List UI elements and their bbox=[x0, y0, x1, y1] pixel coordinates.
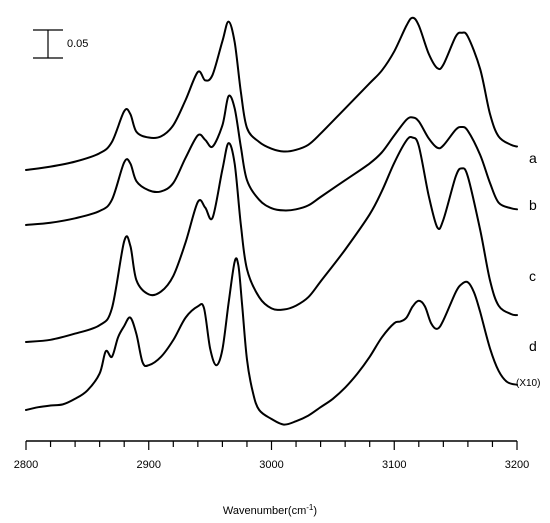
series-line-a bbox=[25, 16, 518, 171]
x-tick-label: 2900 bbox=[137, 459, 161, 471]
series-labels: a b c d bbox=[529, 150, 537, 354]
series-label-b: b bbox=[529, 197, 537, 213]
x-axis: 2800 2900 3000 3100 3200 bbox=[14, 440, 529, 471]
series-line-b bbox=[25, 94, 518, 226]
series-label-d: d bbox=[529, 338, 537, 354]
x-tick-label: 3100 bbox=[382, 459, 406, 471]
x-tick-label: 3200 bbox=[505, 459, 529, 471]
series-line-d bbox=[25, 257, 518, 426]
series-line-c bbox=[25, 135, 518, 343]
x-axis-title: Wavenumber(cm-1) bbox=[223, 503, 317, 517]
series-label-a: a bbox=[529, 150, 537, 166]
x-tick-label: 2800 bbox=[14, 459, 38, 471]
series-label-c: c bbox=[529, 268, 536, 284]
multiplier-annotation: (X10) bbox=[516, 378, 540, 389]
x-tick-label: 3000 bbox=[259, 459, 283, 471]
scale-bar-label: 0.05 bbox=[67, 38, 88, 50]
series-curves bbox=[25, 16, 518, 426]
scale-bar: 0.05 bbox=[33, 29, 88, 59]
